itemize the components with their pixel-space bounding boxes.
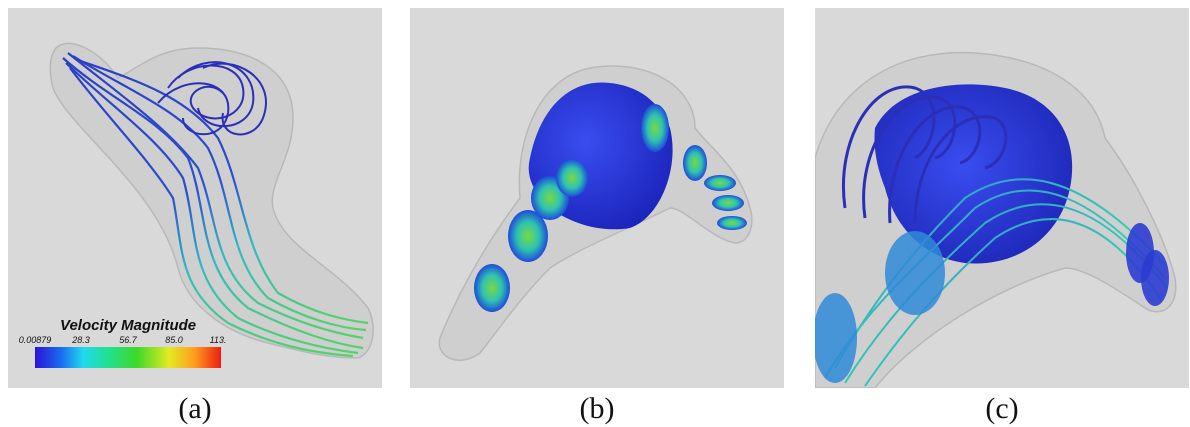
legend-tick: 113. <box>209 335 227 345</box>
cross-section-disk <box>885 231 945 315</box>
streamlines <box>62 52 369 358</box>
caption-c: (c) <box>985 392 1019 425</box>
cross-section-disk <box>712 195 744 211</box>
panel-a-streamlines: Velocity Magnitude 0.00879 28.3 56.7 85.… <box>8 8 382 388</box>
caption-a: (a) <box>178 392 212 425</box>
cross-section-disk <box>815 293 857 383</box>
cross-section-disk <box>474 264 510 312</box>
cross-section-render <box>438 65 753 361</box>
legend-tick: 0.00879 <box>18 335 52 345</box>
panel-b-cross-sections <box>410 8 784 388</box>
color-scale-bar <box>35 347 221 368</box>
vortex-loops <box>157 61 267 136</box>
cross-section-disk <box>508 210 548 262</box>
cross-section-disk <box>683 145 707 181</box>
legend-tick: 85.0 <box>165 335 183 345</box>
cross-section-disk <box>704 175 736 191</box>
cross-section-disk <box>641 104 669 152</box>
legend-tick: 56.7 <box>119 335 137 345</box>
streamlines <box>824 178 1168 387</box>
legend-tick: 28.3 <box>72 335 90 345</box>
combined-render <box>815 51 1177 388</box>
flow-region <box>874 84 1073 264</box>
streamline-render <box>49 42 374 359</box>
vortex-loops <box>842 85 1008 224</box>
caption-b: (b) <box>579 392 615 425</box>
cross-section-disk <box>717 216 747 230</box>
cross-section-disk <box>556 159 588 197</box>
legend-title: Velocity Magnitude <box>60 317 197 334</box>
panel-c-combined <box>815 8 1189 388</box>
cross-section-disk <box>1141 250 1169 306</box>
